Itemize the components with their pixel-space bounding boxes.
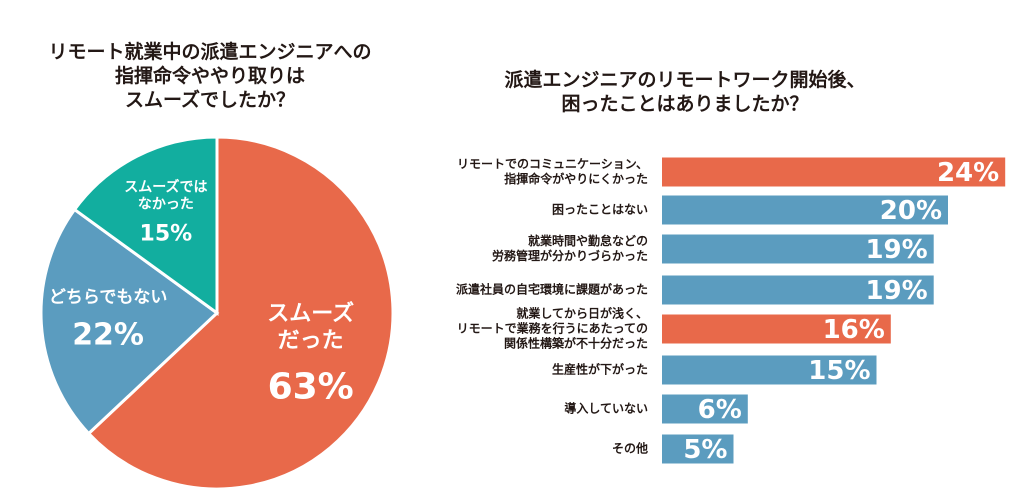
bar-value-label: 5% <box>683 435 728 465</box>
bar-0 <box>662 157 1006 187</box>
bar-5 <box>662 355 877 385</box>
category-label-line: 指揮命令がやりにくかった <box>504 172 648 186</box>
bar-2 <box>662 234 934 264</box>
category-label: その他 <box>612 442 648 457</box>
bar-value-label: 20% <box>879 196 942 226</box>
pie-slice-name: スムーズでは <box>124 179 208 196</box>
pie-chart <box>39 135 395 491</box>
pie-title-line: 指揮命令ややり取りは <box>114 65 305 87</box>
category-label-line: 関係性構築が不十分だった <box>503 336 648 351</box>
bar-1 <box>662 195 948 225</box>
category-label: 就業してから日が浅く、 リモートで業務を行うにあたっての 関係性構築が不十分だった <box>457 307 648 352</box>
pie-slice-smooth <box>86 135 395 491</box>
bar-6 <box>662 394 748 424</box>
pie-title-line: スムーズでしたか？ <box>124 89 296 111</box>
bar-7 <box>662 434 734 464</box>
bar-value-label: 16% <box>822 315 885 345</box>
pie-slice-value: 15% <box>139 221 193 247</box>
pie-slice-name: だった <box>277 328 344 354</box>
category-label-line: その他 <box>611 441 648 456</box>
bar-value-label: 19% <box>865 276 928 306</box>
pie-slice-value: 22% <box>72 317 144 353</box>
category-label: リモートでのコミュニケーション、 指揮命令がやりにくかった <box>457 157 648 187</box>
pie-title-line: リモート就業中の派遣エンジニアへの <box>48 41 372 63</box>
pie-label-neither: どちらでもない 22% <box>49 287 168 352</box>
category-label-line: 生産性が下がった <box>551 362 648 377</box>
category-label-line: 派遣社員の自宅環境に課題があった <box>455 282 648 297</box>
pie-slice-name: スムーズ <box>267 301 355 327</box>
category-label: 就業時間や勤怠などの 労務管理が分かりづらかった <box>492 234 648 264</box>
category-label-line: 困ったことはない <box>551 202 648 217</box>
category-label: 困ったことはない <box>552 203 648 218</box>
bar-4 <box>662 314 891 344</box>
bar-title-line: 派遣エンジニアのリモートワーク開始後、 <box>504 69 866 91</box>
category-label: 導入していない <box>564 402 648 417</box>
category-label-line: リモートでのコミュニケーション、 <box>456 157 648 171</box>
pie-slice-value: 63% <box>267 366 354 408</box>
bar-title-line: 困ったことはありましたか？ <box>561 93 809 115</box>
category-label-line: 導入していない <box>564 401 648 416</box>
pie-slice-name: なかった <box>137 196 194 213</box>
category-label-line: 就業してから日が浅く、 <box>516 306 648 321</box>
category-label: 生産性が下がった <box>552 363 648 378</box>
bar-chart-title: 派遣エンジニアのリモートワーク開始後、 困ったことはありましたか？ <box>480 68 890 116</box>
pie-chart-title: リモート就業中の派遣エンジニアへの 指揮命令ややり取りは スムーズでしたか？ <box>10 40 410 112</box>
bar-value-label: 19% <box>865 235 928 265</box>
bar-3 <box>662 275 934 305</box>
pie-label-smooth: スムーズ だった 63% <box>267 300 354 407</box>
category-label: 派遣社員の自宅環境に課題があった <box>456 283 648 298</box>
pie-slice-neither <box>39 207 220 436</box>
pie-label-not-smooth: スムーズでは なかった 15% <box>124 179 207 246</box>
category-label-line: リモートで業務を行うにあたっての <box>456 321 648 336</box>
bar-value-label: 6% <box>697 395 742 425</box>
pie-slice-not-smooth <box>72 135 219 316</box>
bar-value-label: 15% <box>808 356 871 386</box>
pie-slice-name: どちらでもない <box>48 287 168 308</box>
category-label-line: 労務管理が分かりづらかった <box>491 249 648 263</box>
category-label-line: 就業時間や勤怠などの <box>527 234 648 248</box>
bar-value-label: 24% <box>936 158 1000 188</box>
